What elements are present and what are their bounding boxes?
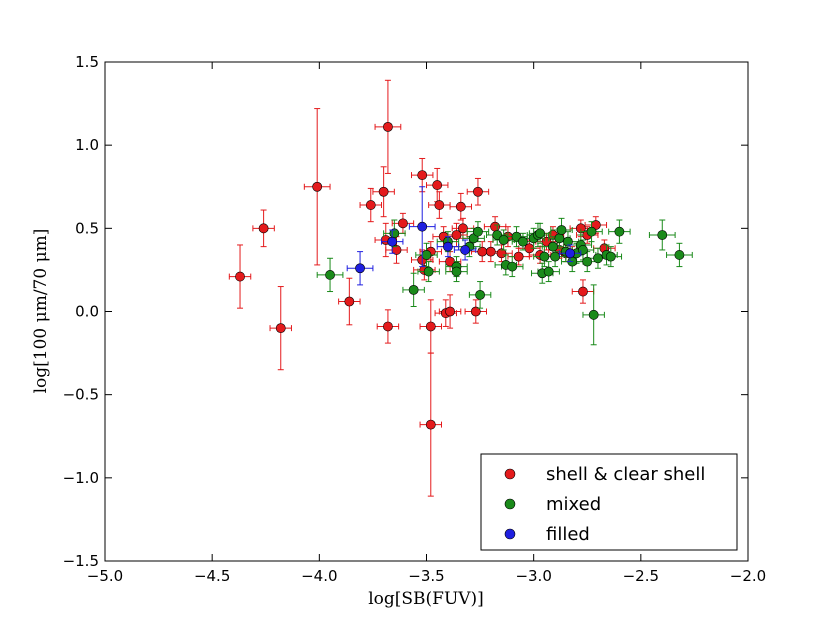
data-point-shell bbox=[425, 321, 436, 332]
data-point-shell bbox=[455, 201, 466, 212]
data-point-mixed bbox=[556, 225, 567, 235]
x-axis-ticks: −5.0 −4.5 −4.0 −3.5 −3.0 −2.5 −2.0 bbox=[87, 62, 766, 585]
data-point-mixed bbox=[674, 250, 685, 260]
data-point-shell bbox=[312, 181, 323, 192]
data-point-shell bbox=[458, 223, 468, 234]
data-point-filled bbox=[417, 221, 428, 232]
legend-box bbox=[480, 453, 738, 551]
data-point-mixed bbox=[451, 266, 462, 277]
data-point-shell bbox=[398, 218, 408, 229]
data-point-mixed bbox=[554, 233, 565, 244]
data-point-shell bbox=[383, 321, 393, 332]
y-axis-ticks: −1.5 −1.0 −0.5 0.0 0.5 1.0 1.5 bbox=[63, 53, 748, 570]
x-tick-label: −3.5 bbox=[408, 567, 444, 585]
data-point-shell bbox=[496, 248, 507, 259]
legend-label-mixed: mixed bbox=[546, 494, 601, 515]
y-tick-label: 1.5 bbox=[75, 53, 99, 71]
data-point-shell bbox=[490, 221, 500, 232]
data-point-shell bbox=[417, 170, 428, 181]
series-filled bbox=[346, 186, 582, 286]
data-point-mixed bbox=[657, 230, 668, 240]
y-tick-label: 1.0 bbox=[75, 136, 99, 154]
data-point-shell bbox=[425, 419, 436, 430]
legend-marker-shell bbox=[504, 468, 516, 480]
data-point-shell bbox=[470, 306, 481, 317]
data-point-mixed bbox=[473, 226, 483, 237]
data-point-filled bbox=[387, 236, 398, 247]
data-point-shell bbox=[578, 286, 588, 297]
x-axis-label: log[SB(FUV)] bbox=[368, 589, 484, 609]
error-bar-mixed bbox=[468, 281, 492, 309]
data-point-shell bbox=[473, 186, 483, 197]
data-point-mixed bbox=[548, 241, 558, 252]
data-point-mixed bbox=[535, 228, 545, 239]
data-point-shell bbox=[258, 223, 269, 234]
data-point-mixed bbox=[475, 289, 485, 300]
y-tick-label: −1.0 bbox=[63, 469, 99, 487]
data-point-mixed bbox=[518, 236, 528, 247]
data-point-mixed bbox=[550, 251, 560, 262]
data-point-mixed bbox=[408, 284, 419, 295]
x-tick-label: −2.0 bbox=[730, 567, 766, 585]
data-point-shell bbox=[451, 230, 462, 240]
series-mixed bbox=[316, 217, 693, 346]
data-point-shell bbox=[445, 306, 455, 317]
data-point-mixed bbox=[423, 266, 434, 277]
data-point-shell bbox=[485, 246, 496, 257]
data-point-mixed bbox=[511, 231, 522, 242]
data-point-shell bbox=[434, 200, 445, 210]
data-point-filled bbox=[355, 263, 365, 274]
data-point-mixed bbox=[421, 250, 432, 260]
data-point-shell bbox=[383, 121, 393, 132]
y-tick-label: −0.5 bbox=[63, 386, 99, 404]
legend-label-filled: filled bbox=[546, 524, 590, 545]
data-point-mixed bbox=[588, 309, 599, 320]
y-tick-label: −1.5 bbox=[63, 552, 99, 570]
x-tick-label: −4.0 bbox=[301, 567, 337, 585]
x-tick-label: −4.5 bbox=[194, 567, 230, 585]
data-point-mixed bbox=[582, 256, 593, 267]
data-point-mixed bbox=[586, 226, 597, 237]
y-axis-label: log[100 μm/70 μm] bbox=[31, 229, 51, 394]
data-point-shell bbox=[275, 323, 286, 334]
data-layer bbox=[228, 79, 693, 497]
data-point-mixed bbox=[498, 235, 509, 245]
data-point-shell bbox=[513, 251, 524, 262]
x-tick-label: −3.0 bbox=[515, 567, 551, 585]
data-point-filled bbox=[460, 245, 470, 255]
x-tick-label: −2.5 bbox=[623, 567, 659, 585]
legend-marker-filled bbox=[504, 528, 516, 540]
data-point-mixed bbox=[539, 251, 550, 262]
data-point-mixed bbox=[507, 261, 518, 272]
data-point-mixed bbox=[492, 230, 503, 240]
data-point-shell bbox=[365, 200, 376, 210]
data-point-shell bbox=[344, 296, 355, 307]
legend: shell & clear shell mixed filled bbox=[480, 453, 738, 551]
data-point-mixed bbox=[325, 270, 335, 280]
data-point-shell bbox=[432, 180, 443, 190]
legend-marker-mixed bbox=[504, 498, 516, 510]
data-point-shell bbox=[378, 186, 389, 197]
data-point-filled bbox=[565, 248, 576, 259]
data-point-mixed bbox=[593, 253, 603, 264]
y-tick-label: 0.5 bbox=[75, 219, 99, 237]
y-tick-label: 0.0 bbox=[75, 303, 99, 321]
data-point-mixed bbox=[614, 226, 625, 237]
data-point-shell bbox=[477, 246, 488, 257]
data-point-mixed bbox=[605, 251, 616, 262]
data-point-mixed bbox=[563, 236, 573, 247]
data-point-mixed bbox=[543, 266, 554, 277]
data-point-shell bbox=[235, 271, 245, 282]
legend-label-shell: shell & clear shell bbox=[546, 464, 705, 485]
x-tick-label: −5.0 bbox=[87, 567, 123, 585]
data-point-filled bbox=[443, 241, 453, 252]
